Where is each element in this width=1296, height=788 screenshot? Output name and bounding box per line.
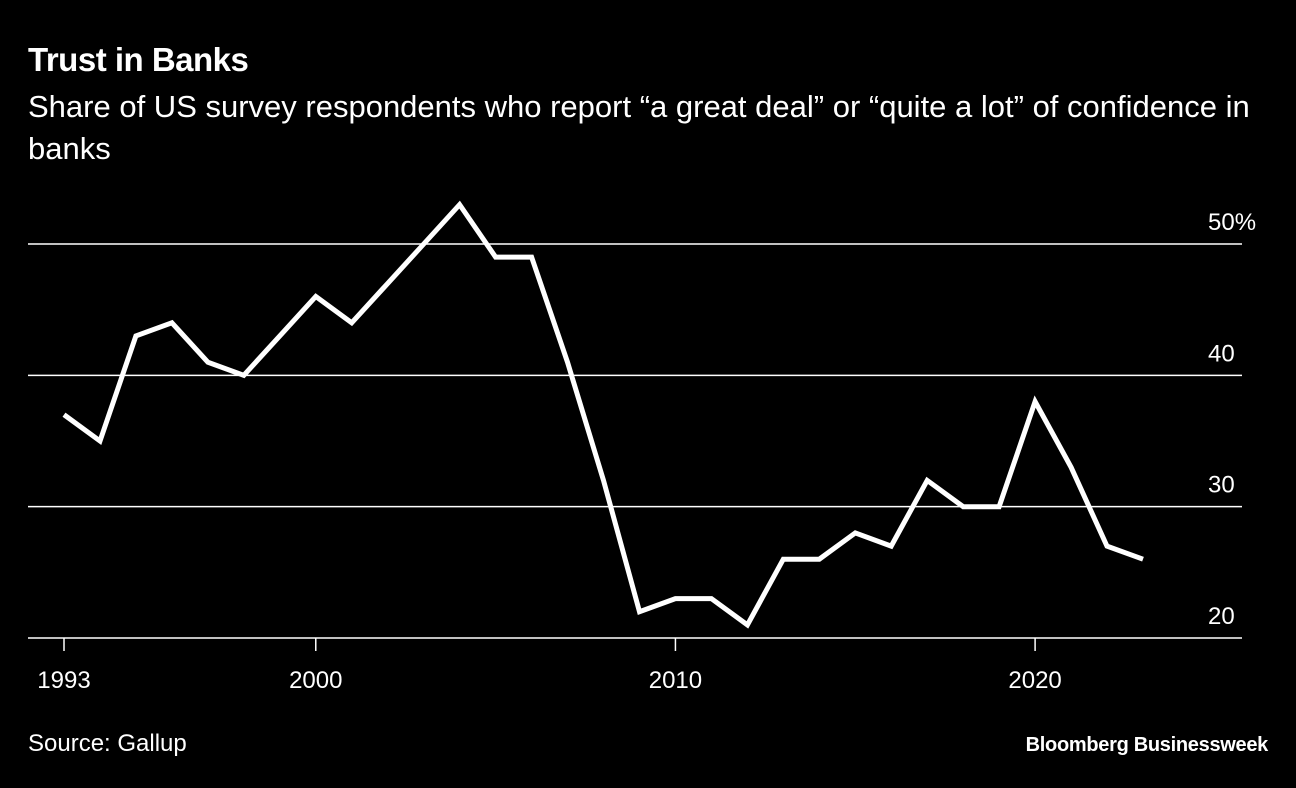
series-line [62, 200, 1144, 629]
data-point-1997 [207, 361, 209, 363]
data-point-2023 [1142, 558, 1144, 560]
x-axis: 1993 2000 2010 2020 [37, 638, 1062, 694]
data-point-2021 [1070, 466, 1072, 468]
data-point-2000 [315, 296, 317, 298]
y-tick-label: 40 [1208, 340, 1235, 367]
data-point-2015 [854, 532, 856, 534]
data-point-1993 [63, 414, 65, 416]
data-point-2009 [638, 611, 640, 613]
x-tick-label: 2010 [649, 667, 702, 694]
data-point-2008 [603, 479, 605, 481]
x-tick-label: 2020 [1008, 667, 1061, 694]
data-point-1994 [99, 440, 101, 442]
data-point-2002 [387, 282, 389, 284]
data-point-2007 [567, 361, 569, 363]
data-point-2013 [782, 558, 784, 560]
data-point-2018 [962, 506, 964, 508]
y-tick-label: 50% [1208, 209, 1256, 236]
data-point-1996 [171, 322, 173, 324]
data-point-2020 [1034, 401, 1036, 403]
data-point-2005 [495, 256, 497, 258]
data-point-1998 [243, 374, 245, 376]
data-point-2022 [1106, 545, 1108, 547]
x-tick-label: 2000 [289, 667, 342, 694]
data-point-2010 [674, 598, 676, 600]
data-point-2011 [710, 598, 712, 600]
data-point-2012 [746, 624, 748, 626]
publisher-logo: Bloomberg Businessweek [1025, 734, 1269, 756]
data-point-2017 [926, 479, 928, 481]
source-note: Source: Gallup [28, 730, 187, 757]
data-point-2004 [459, 204, 461, 206]
data-point-2014 [818, 558, 820, 560]
series-layer [62, 200, 1144, 629]
data-point-1999 [279, 335, 281, 337]
data-point-2016 [890, 545, 892, 547]
data-point-2003 [423, 243, 425, 245]
y-tick-label: 30 [1208, 472, 1235, 499]
grid-layer [28, 243, 1242, 639]
y-tick-labels: 50% 40 30 20 [1208, 209, 1256, 630]
data-point-2006 [531, 256, 533, 258]
x-tick-label: 1993 [37, 667, 90, 694]
chart-title: Trust in Banks [28, 41, 249, 78]
y-tick-label: 20 [1208, 603, 1235, 630]
data-point-1995 [135, 335, 137, 337]
chart-subtitle: Share of US survey respondents who repor… [28, 89, 1250, 166]
data-point-2001 [351, 322, 353, 324]
data-point-2019 [998, 506, 1000, 508]
